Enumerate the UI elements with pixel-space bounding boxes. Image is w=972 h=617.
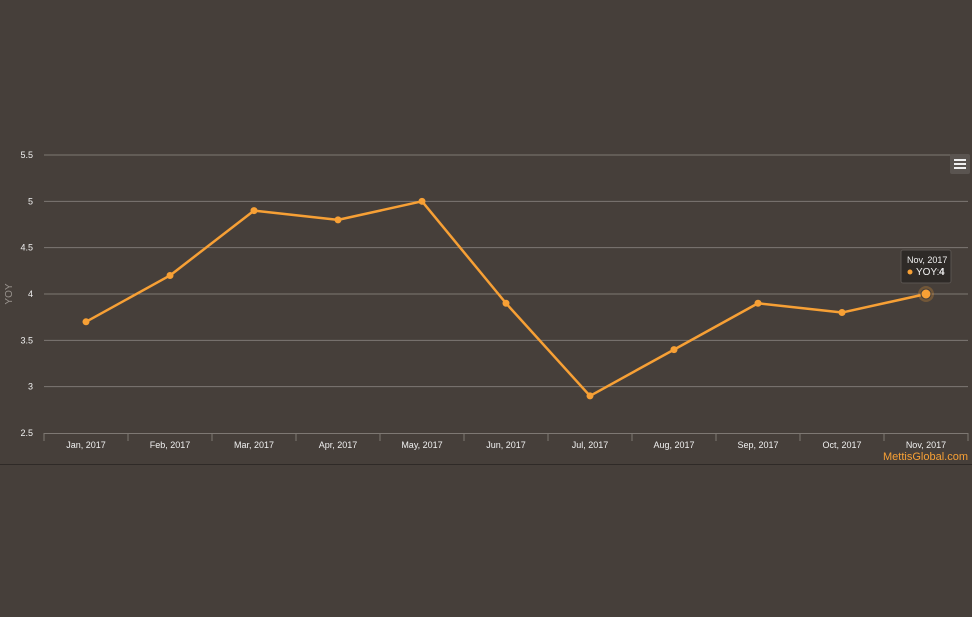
x-tick-label: Sep, 2017 [737, 440, 778, 450]
tooltip: Nov, 2017 YOY: 4 [900, 249, 952, 284]
data-point[interactable] [754, 299, 762, 307]
x-tick-label: Jan, 2017 [66, 440, 106, 450]
data-point[interactable] [334, 216, 342, 224]
y-tick-label: 4.5 [20, 243, 33, 253]
x-tick-label: Oct, 2017 [822, 440, 861, 450]
credits-link[interactable]: MettisGlobal.com [883, 451, 968, 463]
tooltip-value: 4 [939, 267, 945, 278]
hamburger-menu-icon [954, 159, 966, 169]
y-tick-label: 5 [28, 196, 33, 206]
tooltip-series-label: YOY: [916, 267, 939, 278]
data-point[interactable] [250, 207, 258, 215]
x-tick-label: Nov, 2017 [906, 440, 946, 450]
x-tick-label: Aug, 2017 [653, 440, 694, 450]
y-tick-label: 5.5 [20, 150, 33, 160]
data-point[interactable] [838, 309, 846, 317]
tooltip-title: Nov, 2017 [907, 255, 947, 265]
data-point[interactable] [502, 299, 510, 307]
data-point[interactable] [670, 346, 678, 354]
data-point[interactable] [418, 197, 426, 205]
x-tick-label: May, 2017 [401, 440, 442, 450]
y-tick-label: 4 [28, 289, 33, 299]
y-tick-label: 3.5 [20, 335, 33, 345]
data-point[interactable] [82, 318, 90, 326]
data-point[interactable] [586, 392, 594, 400]
x-tick-label: Jun, 2017 [486, 440, 526, 450]
y-axis-label: YOY [4, 283, 15, 304]
y-tick-label: 3 [28, 382, 33, 392]
y-axis: 2.5 3 3.5 4 4.5 5 5.5 [20, 150, 33, 438]
data-point[interactable] [920, 288, 932, 300]
y-tick-label: 2.5 [20, 428, 33, 438]
tooltip-series-marker [907, 269, 913, 275]
series-yoy [82, 197, 934, 400]
x-tick-label: Mar, 2017 [234, 440, 274, 450]
x-axis: Jan, 2017 Feb, 2017 Mar, 2017 Apr, 2017 May,… [0, 433, 972, 465]
x-tick-label: Apr, 2017 [319, 440, 358, 450]
x-tick-label: Jul, 2017 [572, 440, 609, 450]
data-point[interactable] [166, 271, 174, 279]
series-line [85, 200, 927, 398]
grid-lines [44, 154, 968, 388]
x-tick-label: Feb, 2017 [150, 440, 191, 450]
export-menu-button[interactable] [950, 154, 970, 174]
